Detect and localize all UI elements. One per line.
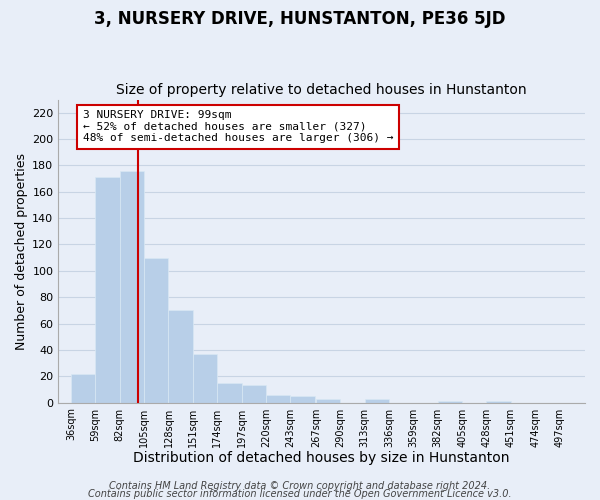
- Bar: [290, 396, 315, 402]
- Text: 3, NURSERY DRIVE, HUNSTANTON, PE36 5JD: 3, NURSERY DRIVE, HUNSTANTON, PE36 5JD: [94, 10, 506, 28]
- Bar: [169, 310, 193, 402]
- Text: Contains HM Land Registry data © Crown copyright and database right 2024.: Contains HM Land Registry data © Crown c…: [109, 481, 491, 491]
- Bar: [120, 170, 144, 402]
- Bar: [217, 383, 242, 402]
- Title: Size of property relative to detached houses in Hunstanton: Size of property relative to detached ho…: [116, 83, 527, 97]
- Bar: [316, 398, 340, 402]
- Text: 3 NURSERY DRIVE: 99sqm
← 52% of detached houses are smaller (327)
48% of semi-de: 3 NURSERY DRIVE: 99sqm ← 52% of detached…: [83, 110, 393, 144]
- Bar: [266, 394, 290, 402]
- Bar: [193, 354, 217, 403]
- Bar: [365, 398, 389, 402]
- Text: Contains public sector information licensed under the Open Government Licence v3: Contains public sector information licen…: [88, 489, 512, 499]
- Bar: [144, 258, 169, 402]
- Y-axis label: Number of detached properties: Number of detached properties: [15, 152, 28, 350]
- Bar: [71, 374, 95, 402]
- Bar: [242, 386, 266, 402]
- X-axis label: Distribution of detached houses by size in Hunstanton: Distribution of detached houses by size …: [133, 451, 510, 465]
- Bar: [95, 178, 120, 402]
